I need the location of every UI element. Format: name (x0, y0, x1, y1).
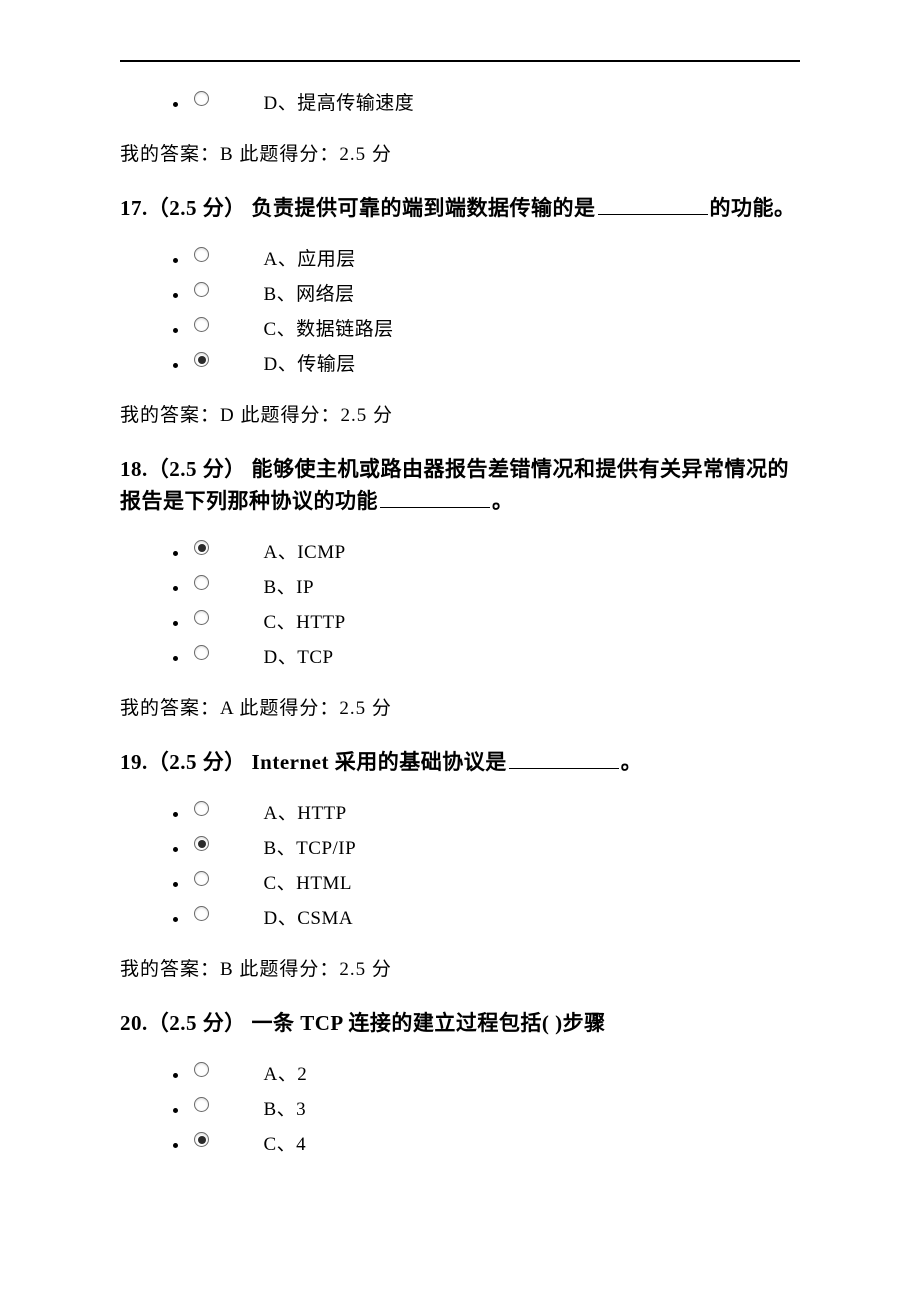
blank-line (598, 195, 708, 215)
radio-icon[interactable] (194, 906, 209, 921)
q19-answer-line: 我的答案：B 此题得分：2.5 分 (120, 954, 800, 981)
blank-line (509, 749, 619, 769)
radio-icon[interactable] (194, 352, 209, 367)
radio-icon[interactable] (194, 282, 209, 297)
list-item: C、HTML (190, 866, 800, 901)
option-label: B、3 (264, 1099, 307, 1120)
radio-icon[interactable] (194, 1097, 209, 1112)
q19-heading: 19.（2.5 分） Internet 采用的基础协议是 。 (120, 746, 800, 778)
q17-heading: 17.（2.5 分） 负责提供可靠的端到端数据传输的是 的功能。 (120, 192, 800, 224)
q18-answer-line: 我的答案：A 此题得分：2.5 分 (120, 693, 800, 720)
radio-icon[interactable] (194, 836, 209, 851)
option-label: D、提高传输速度 (264, 93, 415, 114)
list-item: B、网络层 (190, 277, 800, 312)
q19-options: A、HTTP B、TCP/IP C、HTML D、CSMA (120, 796, 800, 936)
list-item: D、传输层 (190, 347, 800, 382)
q20-heading: 20.（2.5 分） 一条 TCP 连接的建立过程包括( )步骤 (120, 1007, 800, 1039)
q19-heading-prefix: 19.（2.5 分） Internet 采用的基础协议是 (120, 750, 507, 774)
q17-heading-prefix: 17.（2.5 分） 负责提供可靠的端到端数据传输的是 (120, 196, 596, 220)
list-item: D、TCP (190, 640, 800, 675)
option-label: A、ICMP (264, 542, 346, 563)
radio-icon[interactable] (194, 575, 209, 590)
option-label: B、网络层 (264, 284, 355, 305)
list-item: A、应用层 (190, 242, 800, 277)
radio-icon[interactable] (194, 871, 209, 886)
radio-icon[interactable] (194, 801, 209, 816)
list-item: C、数据链路层 (190, 312, 800, 347)
radio-icon[interactable] (194, 247, 209, 262)
document-page: D、提高传输速度 我的答案：B 此题得分：2.5 分 17.（2.5 分） 负责… (0, 0, 920, 1220)
q16-options: D、提高传输速度 (120, 86, 800, 121)
list-item: A、HTTP (190, 796, 800, 831)
option-label: B、IP (264, 577, 315, 598)
option-label: C、4 (264, 1134, 307, 1155)
option-label: A、2 (264, 1064, 308, 1085)
q20-options: A、2 B、3 C、4 (120, 1057, 800, 1162)
option-label: C、HTML (264, 873, 353, 894)
option-label: C、HTTP (264, 612, 346, 633)
option-label: C、数据链路层 (264, 319, 394, 340)
option-label: D、CSMA (264, 908, 354, 929)
option-label: B、TCP/IP (264, 838, 357, 859)
list-item: B、TCP/IP (190, 831, 800, 866)
option-label: D、传输层 (264, 354, 356, 375)
list-item: D、CSMA (190, 901, 800, 936)
option-label: A、HTTP (264, 803, 347, 824)
top-rule (120, 60, 800, 62)
q18-heading: 18.（2.5 分） 能够使主机或路由器报告差错情况和提供有关异常情况的报告是下… (120, 453, 800, 517)
list-item: B、3 (190, 1092, 800, 1127)
q17-heading-suffix: 的功能。 (710, 196, 796, 220)
list-item: C、4 (190, 1127, 800, 1162)
list-item: A、ICMP (190, 535, 800, 570)
radio-icon[interactable] (194, 1132, 209, 1147)
list-item: C、HTTP (190, 605, 800, 640)
option-label: A、应用层 (264, 249, 356, 270)
radio-icon[interactable] (194, 610, 209, 625)
option-label: D、TCP (264, 647, 334, 668)
radio-icon[interactable] (194, 91, 209, 106)
radio-icon[interactable] (194, 645, 209, 660)
list-item: A、2 (190, 1057, 800, 1092)
q19-heading-suffix: 。 (621, 750, 643, 774)
q17-options: A、应用层 B、网络层 C、数据链路层 D、传输层 (120, 242, 800, 382)
q18-heading-suffix: 。 (492, 489, 514, 513)
list-item: B、IP (190, 570, 800, 605)
q16-answer-line: 我的答案：B 此题得分：2.5 分 (120, 139, 800, 166)
radio-icon[interactable] (194, 1062, 209, 1077)
radio-icon[interactable] (194, 540, 209, 555)
q17-answer-line: 我的答案：D 此题得分：2.5 分 (120, 400, 800, 427)
q18-options: A、ICMP B、IP C、HTTP D、TCP (120, 535, 800, 675)
blank-line (380, 488, 490, 508)
radio-icon[interactable] (194, 317, 209, 332)
list-item: D、提高传输速度 (190, 86, 800, 121)
